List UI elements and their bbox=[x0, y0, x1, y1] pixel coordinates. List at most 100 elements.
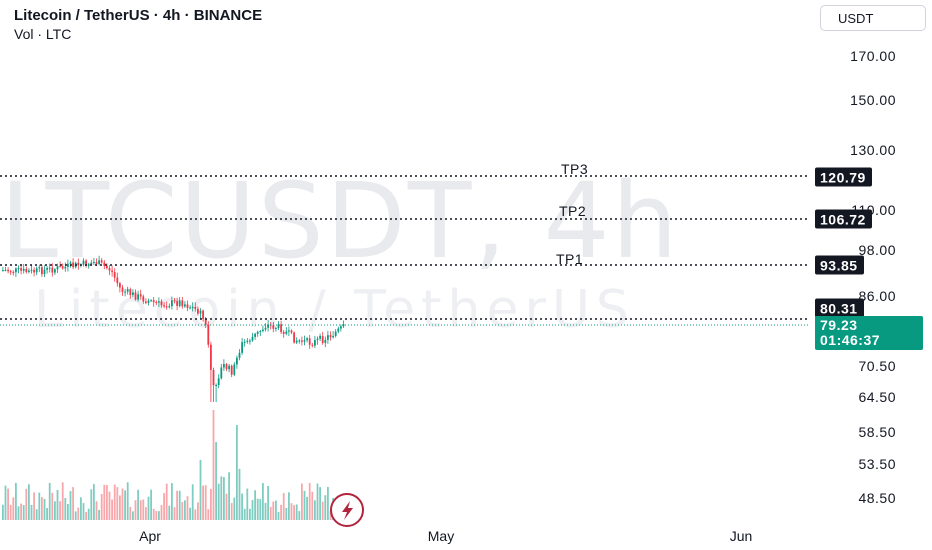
candle-body bbox=[230, 365, 233, 375]
candle-body bbox=[337, 328, 340, 332]
candles bbox=[2, 255, 345, 402]
price-tick: 64.50 bbox=[858, 389, 896, 405]
volume-bar bbox=[228, 472, 230, 520]
volume-bar bbox=[98, 509, 100, 520]
candle-body bbox=[288, 330, 290, 332]
candle-body bbox=[186, 304, 189, 308]
candle-body bbox=[194, 306, 197, 309]
lightning-bolt-glyph bbox=[342, 501, 353, 520]
volume-bar bbox=[142, 499, 145, 520]
candle-body bbox=[184, 304, 186, 307]
volume-bar bbox=[4, 485, 7, 520]
volume-bar bbox=[155, 511, 158, 520]
volume-bar bbox=[246, 488, 249, 520]
tp1-label: TP1 bbox=[556, 251, 584, 267]
volume-bar bbox=[152, 508, 155, 520]
candle-body bbox=[30, 269, 33, 271]
candle-body bbox=[43, 269, 46, 275]
volume-bar bbox=[87, 508, 90, 520]
candle-body bbox=[321, 335, 324, 343]
volume-bar bbox=[249, 508, 251, 520]
volume-bar bbox=[311, 491, 314, 520]
last-price: 79.23 bbox=[820, 317, 858, 333]
candle-body bbox=[17, 268, 20, 270]
symbol-title[interactable]: Litecoin / TetherUS · 4h · BINANCE bbox=[14, 7, 263, 24]
candle-body bbox=[111, 270, 113, 273]
volume-bar bbox=[132, 511, 134, 520]
volume-bar bbox=[327, 486, 329, 520]
price-tick: 70.50 bbox=[858, 358, 896, 374]
candle-body bbox=[280, 324, 282, 332]
candle-body bbox=[155, 302, 158, 304]
lightning-bolt-icon[interactable] bbox=[330, 493, 364, 527]
volume-bar bbox=[51, 492, 54, 520]
candle-body bbox=[2, 270, 4, 272]
volume-bar bbox=[64, 497, 67, 520]
candle-body bbox=[306, 338, 308, 341]
volume-bar bbox=[262, 483, 264, 520]
volume-bar bbox=[301, 483, 303, 520]
volume-bar bbox=[147, 496, 150, 520]
volume-bar bbox=[28, 484, 30, 520]
volume-bar bbox=[225, 493, 228, 520]
candle-body bbox=[308, 338, 311, 345]
candle-body bbox=[249, 340, 251, 342]
volume-bar bbox=[33, 492, 35, 520]
candle-body bbox=[132, 292, 134, 296]
volume-bar bbox=[238, 468, 241, 520]
candle-body bbox=[82, 260, 85, 265]
volume-bar bbox=[145, 507, 147, 520]
candle-body bbox=[228, 365, 230, 370]
volume-indicator-label[interactable]: Vol · LTC bbox=[14, 26, 72, 42]
bar-countdown: 01:46:37 bbox=[820, 332, 881, 348]
candle-body bbox=[171, 300, 173, 307]
volume-bar bbox=[298, 511, 301, 520]
candle-body bbox=[267, 324, 269, 328]
volume-bar bbox=[2, 504, 4, 520]
candle-body bbox=[98, 260, 100, 265]
volume-bar bbox=[160, 505, 163, 520]
candle-body bbox=[277, 324, 280, 329]
tp2-label: TP2 bbox=[559, 203, 587, 219]
candle-body bbox=[199, 310, 202, 314]
candle-body bbox=[319, 335, 321, 339]
candle-body bbox=[210, 344, 212, 370]
candle-body bbox=[178, 300, 181, 306]
candle-body bbox=[324, 339, 327, 343]
volume-bar bbox=[80, 497, 82, 520]
candle-body bbox=[152, 300, 155, 303]
volume-bar bbox=[202, 485, 204, 520]
candle-body bbox=[285, 331, 288, 334]
candle-body bbox=[9, 271, 12, 273]
volume-bar bbox=[93, 484, 95, 520]
price-tick: 130.00 bbox=[850, 142, 896, 158]
volume-bar bbox=[111, 499, 113, 520]
volume-bars bbox=[2, 410, 345, 520]
volume-bar bbox=[181, 501, 184, 520]
volume-bar bbox=[113, 484, 116, 520]
candle-body bbox=[90, 262, 93, 265]
time-axis[interactable]: Apr May Jun bbox=[0, 522, 810, 550]
volume-bar bbox=[184, 500, 186, 520]
price-tick: 86.00 bbox=[858, 288, 896, 304]
candle-body bbox=[158, 301, 160, 303]
volume-bar bbox=[293, 505, 295, 520]
volume-bar bbox=[288, 492, 290, 520]
volume-bar bbox=[189, 507, 191, 520]
chart-pane[interactable]: LTCUSDT, 4h Litecoin / TetherUS bbox=[0, 0, 810, 522]
candle-body bbox=[176, 301, 178, 306]
chart-canvas bbox=[0, 175, 810, 520]
currency-selector-button[interactable]: USDT bbox=[820, 5, 926, 31]
volume-bar bbox=[285, 507, 288, 520]
candle-body bbox=[72, 262, 74, 268]
candle-body bbox=[295, 340, 298, 343]
tp2-price-badge: 106.72 bbox=[815, 209, 872, 229]
volume-bar bbox=[134, 500, 137, 520]
time-label-apr: Apr bbox=[139, 528, 161, 544]
candle-body bbox=[340, 326, 342, 329]
volume-bar bbox=[215, 441, 217, 520]
time-label-jun: Jun bbox=[729, 528, 753, 544]
candle-body bbox=[173, 300, 176, 302]
candle-body bbox=[51, 267, 54, 273]
volume-bar bbox=[233, 497, 236, 520]
